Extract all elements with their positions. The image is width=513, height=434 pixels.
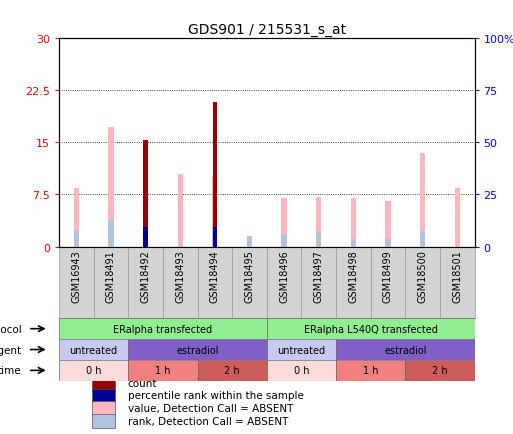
FancyBboxPatch shape	[267, 247, 301, 319]
Text: GSM18494: GSM18494	[210, 249, 220, 302]
FancyBboxPatch shape	[128, 247, 163, 319]
FancyBboxPatch shape	[267, 339, 336, 360]
Text: percentile rank within the sample: percentile rank within the sample	[128, 391, 303, 401]
Text: GSM18501: GSM18501	[452, 249, 462, 302]
Text: protocol: protocol	[0, 324, 22, 334]
FancyBboxPatch shape	[336, 360, 405, 381]
Bar	[92, 414, 115, 428]
FancyBboxPatch shape	[440, 247, 475, 319]
Bar	[351, 198, 356, 247]
Bar	[74, 188, 79, 247]
Bar	[144, 141, 148, 247]
FancyBboxPatch shape	[93, 247, 128, 319]
Bar	[247, 237, 252, 247]
Text: estradiol: estradiol	[384, 345, 426, 355]
Bar	[177, 174, 183, 247]
Text: 2 h: 2 h	[432, 365, 448, 375]
Bar	[143, 227, 148, 247]
FancyBboxPatch shape	[336, 339, 475, 360]
FancyBboxPatch shape	[128, 339, 267, 360]
Bar	[420, 154, 425, 247]
FancyBboxPatch shape	[267, 319, 475, 339]
Text: count: count	[128, 378, 157, 388]
Text: 1 h: 1 h	[363, 365, 379, 375]
Bar	[212, 227, 218, 247]
Text: GSM18497: GSM18497	[314, 249, 324, 302]
Bar	[316, 197, 321, 247]
Text: 1 h: 1 h	[155, 365, 171, 375]
Text: estradiol: estradiol	[176, 345, 219, 355]
Text: agent: agent	[0, 345, 22, 355]
Text: GSM18493: GSM18493	[175, 249, 185, 302]
Text: untreated: untreated	[278, 345, 325, 355]
Bar	[144, 227, 148, 247]
Bar	[385, 240, 390, 247]
Text: 2 h: 2 h	[224, 365, 240, 375]
FancyBboxPatch shape	[59, 319, 267, 339]
Title: GDS901 / 215531_s_at: GDS901 / 215531_s_at	[188, 23, 346, 36]
Text: value, Detection Call = ABSENT: value, Detection Call = ABSENT	[128, 403, 293, 413]
Text: GSM18500: GSM18500	[418, 249, 427, 302]
Bar	[420, 231, 425, 247]
FancyBboxPatch shape	[267, 360, 336, 381]
FancyBboxPatch shape	[370, 247, 405, 319]
Bar	[92, 401, 115, 415]
Bar	[92, 376, 115, 390]
Text: time: time	[0, 365, 22, 375]
Text: 0 h: 0 h	[86, 365, 102, 375]
Bar	[213, 227, 217, 247]
Text: untreated: untreated	[70, 345, 117, 355]
Text: GSM18498: GSM18498	[348, 249, 358, 302]
FancyBboxPatch shape	[163, 247, 198, 319]
Bar	[143, 178, 148, 247]
FancyBboxPatch shape	[336, 247, 370, 319]
Bar	[385, 202, 390, 247]
Text: rank, Detection Call = ABSENT: rank, Detection Call = ABSENT	[128, 416, 288, 426]
FancyBboxPatch shape	[232, 247, 267, 319]
FancyBboxPatch shape	[405, 360, 475, 381]
Bar	[213, 103, 217, 247]
Bar	[351, 240, 356, 247]
Bar	[247, 238, 252, 247]
Bar	[92, 389, 115, 402]
Bar	[108, 221, 113, 247]
Text: 0 h: 0 h	[293, 365, 309, 375]
Bar	[316, 233, 321, 247]
FancyBboxPatch shape	[59, 247, 93, 319]
FancyBboxPatch shape	[198, 247, 232, 319]
Bar	[108, 128, 113, 247]
Text: GSM18499: GSM18499	[383, 249, 393, 302]
Bar	[74, 231, 79, 247]
Text: ERalpha transfected: ERalpha transfected	[113, 324, 212, 334]
Bar	[212, 178, 218, 247]
Text: ERalpha L540Q transfected: ERalpha L540Q transfected	[304, 324, 438, 334]
FancyBboxPatch shape	[198, 360, 267, 381]
FancyBboxPatch shape	[59, 339, 128, 360]
FancyBboxPatch shape	[59, 360, 128, 381]
Text: GSM18495: GSM18495	[245, 249, 254, 302]
Text: GSM18496: GSM18496	[279, 249, 289, 302]
Bar	[282, 198, 287, 247]
FancyBboxPatch shape	[128, 360, 198, 381]
Text: GSM18492: GSM18492	[141, 249, 150, 302]
Text: GSM16943: GSM16943	[71, 249, 81, 302]
FancyBboxPatch shape	[301, 247, 336, 319]
Bar	[455, 188, 460, 247]
FancyBboxPatch shape	[405, 247, 440, 319]
Text: GSM18491: GSM18491	[106, 249, 116, 302]
Bar	[282, 234, 287, 247]
